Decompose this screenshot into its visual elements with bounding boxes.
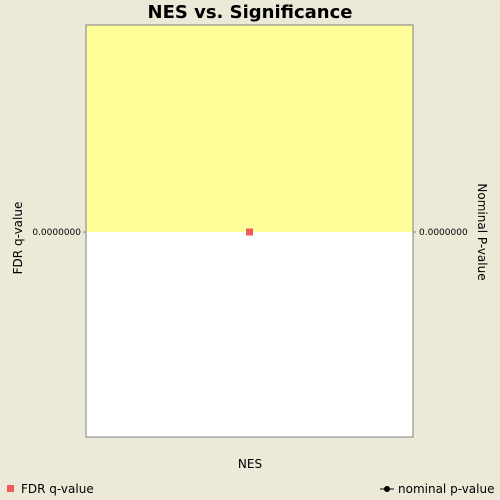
right-axis-label: Nominal P-value bbox=[475, 183, 489, 280]
legend-pvalue-label: nominal p-value bbox=[398, 482, 494, 496]
legend-pvalue-dot bbox=[384, 486, 390, 492]
chart-title: NES vs. Significance bbox=[148, 2, 353, 23]
legend-fdr-label: FDR q-value bbox=[21, 482, 94, 496]
data-points bbox=[246, 228, 253, 236]
legend-fdr-marker bbox=[7, 485, 14, 492]
left-tick-label: 0.0000000 bbox=[32, 228, 81, 238]
plot-border bbox=[85, 24, 414, 438]
right-tick-label: 0.0000000 bbox=[419, 228, 468, 238]
x-axis-label: NES bbox=[238, 457, 262, 471]
significance-region bbox=[86, 25, 413, 232]
left-axis-label: FDR q-value bbox=[11, 202, 25, 275]
data-point-0-0 bbox=[246, 228, 253, 236]
